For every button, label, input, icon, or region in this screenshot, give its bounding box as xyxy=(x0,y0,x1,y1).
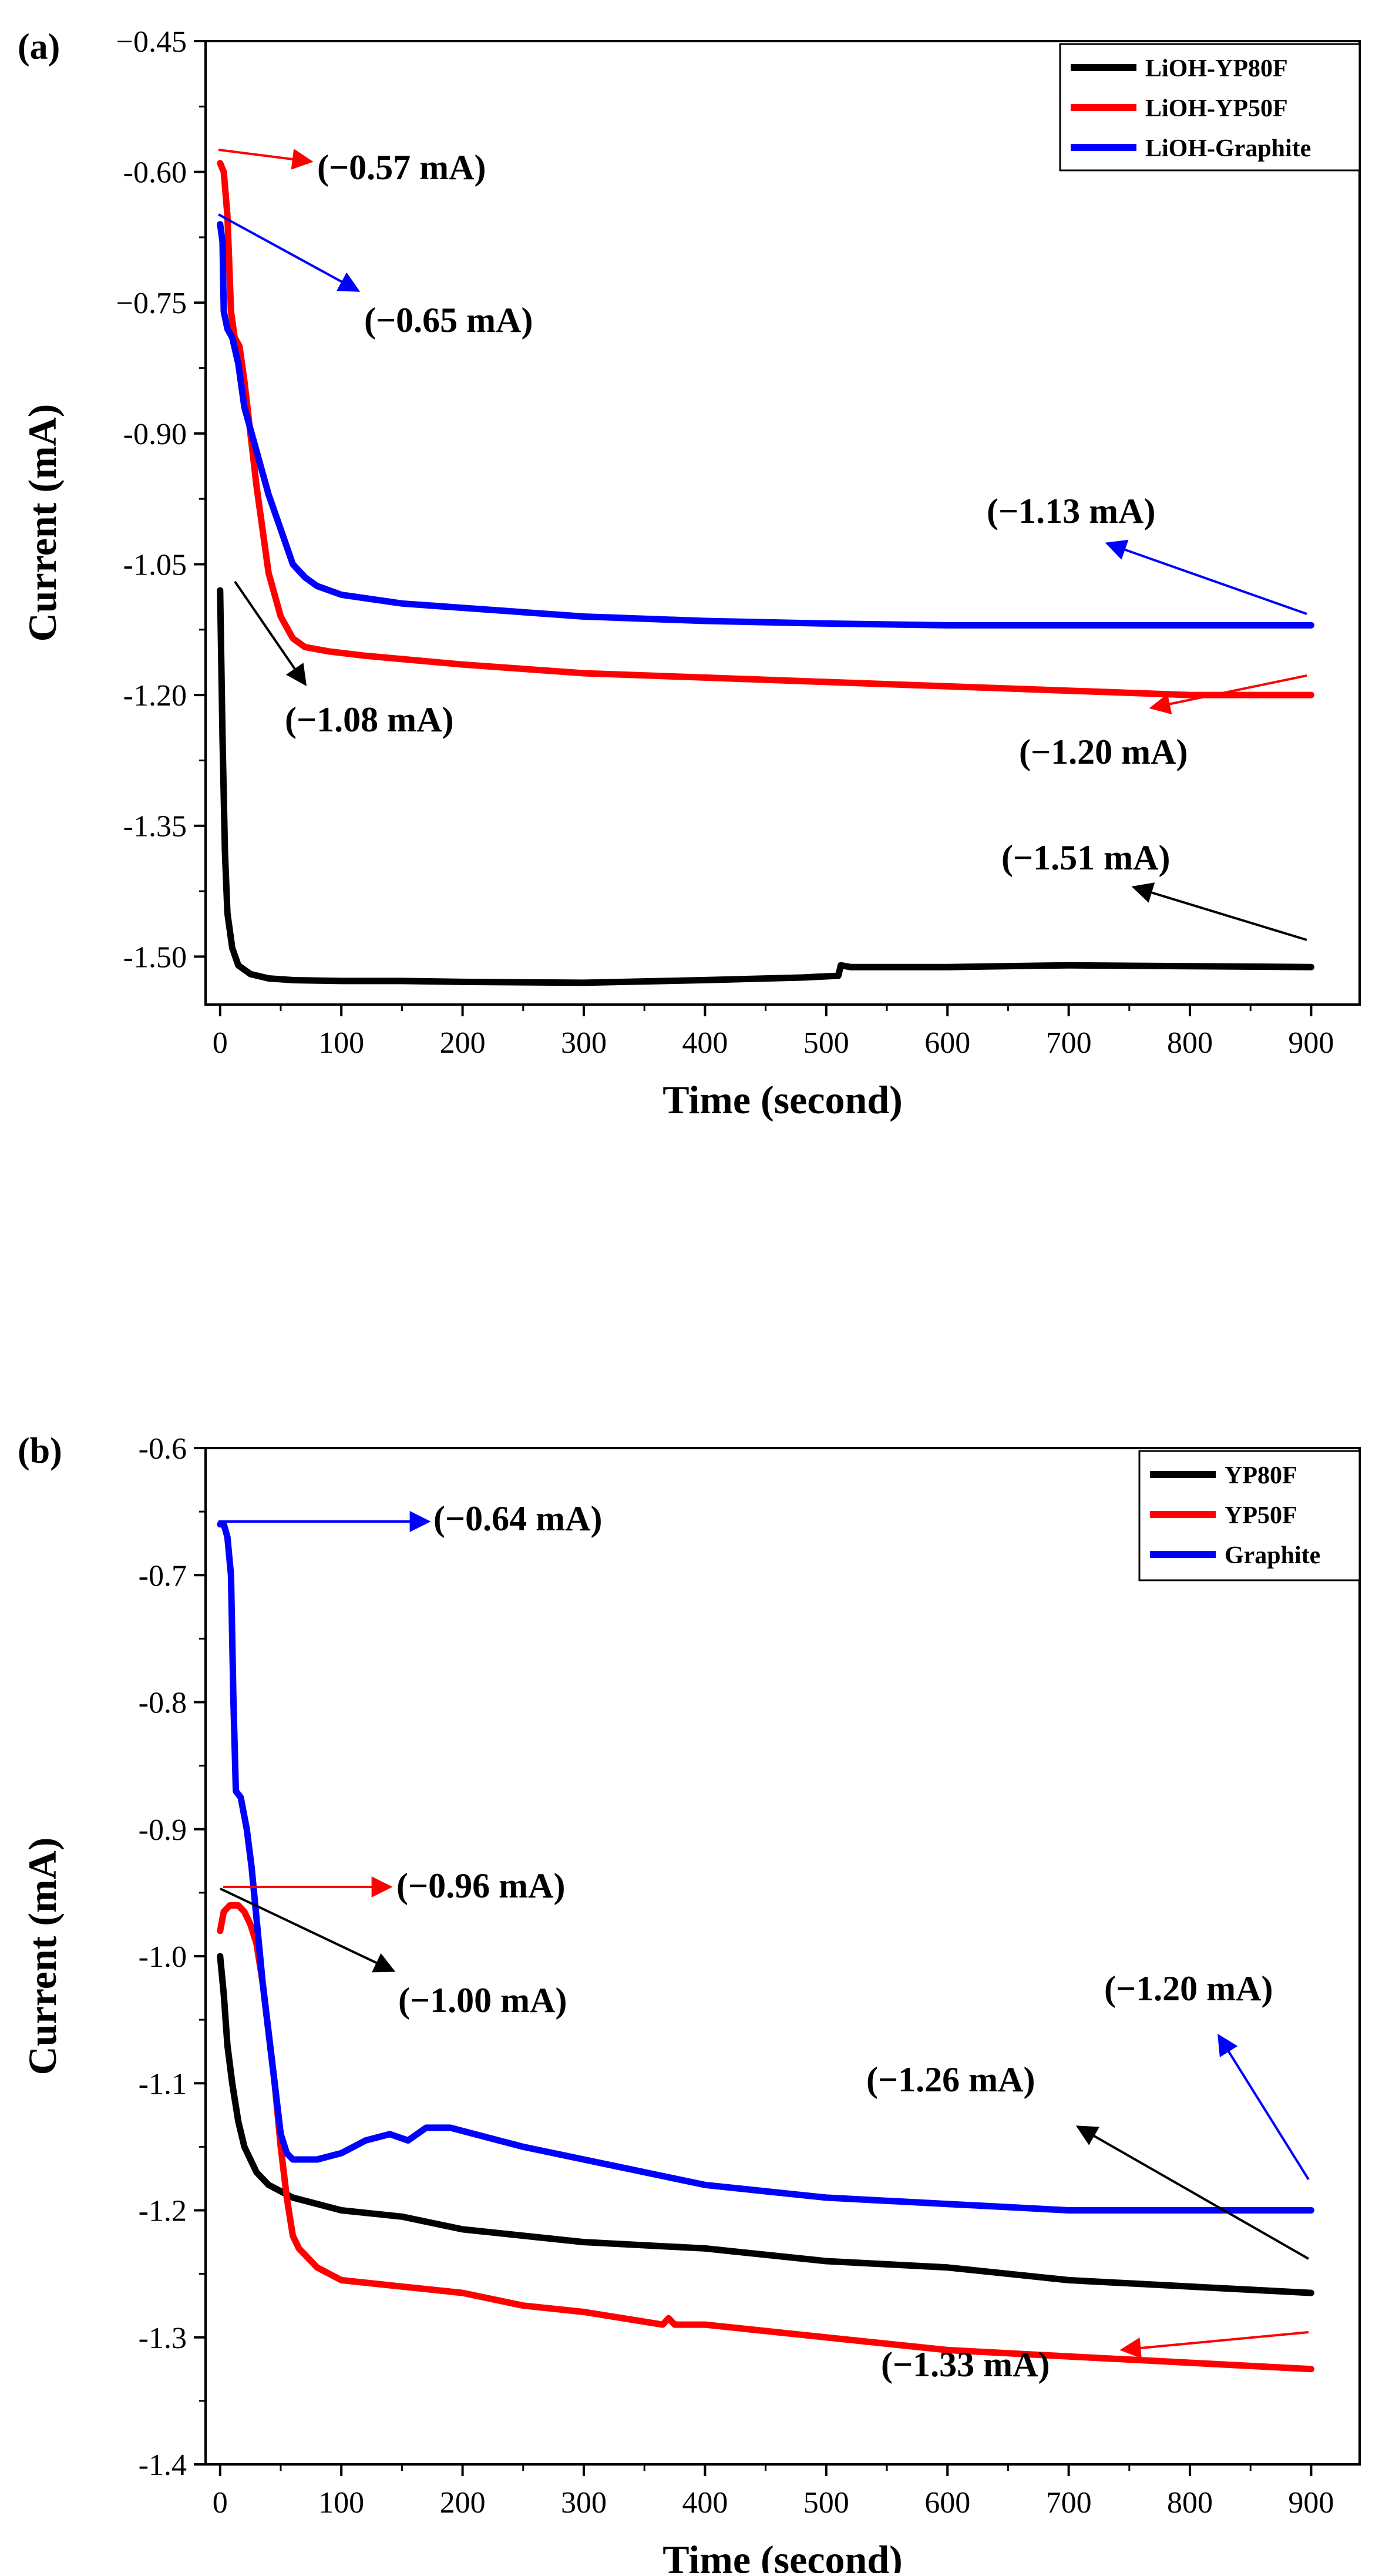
y-tick-label: -0.8 xyxy=(139,1687,187,1720)
y-tick-label: -1.3 xyxy=(139,2322,187,2355)
chart-panel-1: (a) 0 100 200 300 400 500 600 700 800 900 −0.45 -0.6… xyxy=(18,25,1361,1122)
x-tick-label: 900 xyxy=(1288,2486,1334,2520)
annotation-arrow xyxy=(218,213,361,292)
y-axis-title: Current (mA) xyxy=(20,404,65,642)
annotation-arrow xyxy=(1105,539,1307,615)
annotation-arrow xyxy=(1149,674,1307,715)
y-tick-label: -0.60 xyxy=(123,156,187,190)
x-tick-label: 600 xyxy=(924,1026,970,1060)
annotation-arrow xyxy=(1075,2125,1309,2260)
annotation-label: (−1.00 mA) xyxy=(398,1981,567,2020)
series-line-lioh-graphite xyxy=(217,221,1314,629)
x-axis-title: Time (second) xyxy=(662,2537,903,2573)
series-line-lioh-yp50f xyxy=(217,160,1314,698)
y-tick-label: -1.0 xyxy=(139,1940,187,1974)
annotation-arrow xyxy=(1131,882,1307,941)
x-tick-label: 700 xyxy=(1046,1026,1092,1060)
x-tick-label: 500 xyxy=(803,1026,849,1060)
x-tick-label: 100 xyxy=(318,1026,364,1060)
y-tick-label: -0.9 xyxy=(139,1813,187,1847)
x-tick-label: 500 xyxy=(803,2486,849,2520)
y-tick-label: -1.1 xyxy=(139,2067,187,2101)
annotation-label: (−0.96 mA) xyxy=(396,1866,565,1905)
annotation-arrow xyxy=(218,149,314,170)
x-tick-label: 200 xyxy=(440,1026,486,1060)
x-tick-label: 0 xyxy=(213,2486,228,2520)
x-tick-label: 400 xyxy=(682,1026,728,1060)
x-tick-label: 400 xyxy=(682,2486,728,2520)
legend-label: YP80F xyxy=(1225,1462,1297,1489)
legend-label: Graphite xyxy=(1225,1542,1320,1569)
x-tick-label: 100 xyxy=(318,2486,364,2520)
x-tick-label: 800 xyxy=(1167,1026,1213,1060)
x-tick-label: 800 xyxy=(1167,2486,1213,2520)
x-axis-title: Time (second) xyxy=(662,1077,903,1122)
annotation-label: (−0.64 mA) xyxy=(433,1499,602,1538)
annotation-arrow xyxy=(1119,2331,1309,2359)
plot-frame xyxy=(204,1447,1361,2466)
annotation-arrow xyxy=(1218,2033,1310,2181)
y-tick-label: −0.75 xyxy=(116,287,187,320)
y-tick-label: -0.6 xyxy=(139,1432,187,1466)
plot-frame xyxy=(204,40,1361,1006)
legend-label: LiOH-Graphite xyxy=(1145,135,1311,162)
panel-label: (b) xyxy=(18,1431,62,1471)
annotation-label: (−1.08 mA) xyxy=(285,700,453,739)
annotation-arrow xyxy=(220,1888,396,1973)
y-axis-title: Current (mA) xyxy=(20,1838,65,2075)
chart-panel-2: (b) 0 100 200 300 400 500 600 700 800 900 -0.6 -0.7 -… xyxy=(18,1431,1361,2576)
x-tick-label: 700 xyxy=(1046,2486,1092,2520)
series-line-yp50f xyxy=(217,1902,1314,2373)
series-line-lioh-yp80f xyxy=(217,587,1314,986)
x-tick-label: 200 xyxy=(440,2486,486,2520)
annotation-label: (−1.51 mA) xyxy=(1001,838,1170,877)
legend-label: LiOH-YP80F xyxy=(1145,55,1288,82)
annotation-label: (−1.26 mA) xyxy=(866,2060,1035,2099)
y-tick-label: −0.45 xyxy=(116,25,187,59)
y-tick-label: -1.35 xyxy=(123,810,187,844)
annotation-label: (−1.33 mA) xyxy=(881,2345,1050,2384)
legend-label: YP50F xyxy=(1225,1502,1297,1529)
series-line-yp80f xyxy=(217,1953,1314,2296)
annotation-label: (−0.65 mA) xyxy=(364,301,533,340)
annotation-label: (−1.13 mA) xyxy=(987,492,1155,530)
annotation-arrow xyxy=(234,580,307,686)
legend-label: LiOH-YP50F xyxy=(1145,95,1288,122)
x-tick-label: 600 xyxy=(924,2486,970,2520)
x-tick-label: 0 xyxy=(213,1026,228,1060)
y-tick-label: -1.2 xyxy=(139,2195,187,2228)
series-line-graphite xyxy=(217,1521,1314,2214)
panel-label: (a) xyxy=(18,27,60,67)
y-tick-label: -1.20 xyxy=(123,679,187,713)
y-tick-label: -0.7 xyxy=(139,1559,187,1593)
y-tick-label: -1.4 xyxy=(139,2449,187,2482)
y-tick-label: -0.90 xyxy=(123,418,187,451)
annotation-label: (−1.20 mA) xyxy=(1104,1969,1273,2008)
x-tick-label: 300 xyxy=(561,2486,607,2520)
x-tick-label: 900 xyxy=(1288,1026,1334,1060)
y-tick-label: -1.05 xyxy=(123,548,187,582)
annotation-label: (−1.20 mA) xyxy=(1019,733,1188,771)
x-tick-label: 300 xyxy=(561,1026,607,1060)
legend: LiOH-YP80F LiOH-YP50F LiOH-Graphite xyxy=(1059,43,1361,172)
legend: YP80F YP50F Graphite xyxy=(1138,1450,1361,1581)
annotation-label: (−0.57 mA) xyxy=(317,148,486,187)
y-tick-label: -1.50 xyxy=(123,941,187,974)
